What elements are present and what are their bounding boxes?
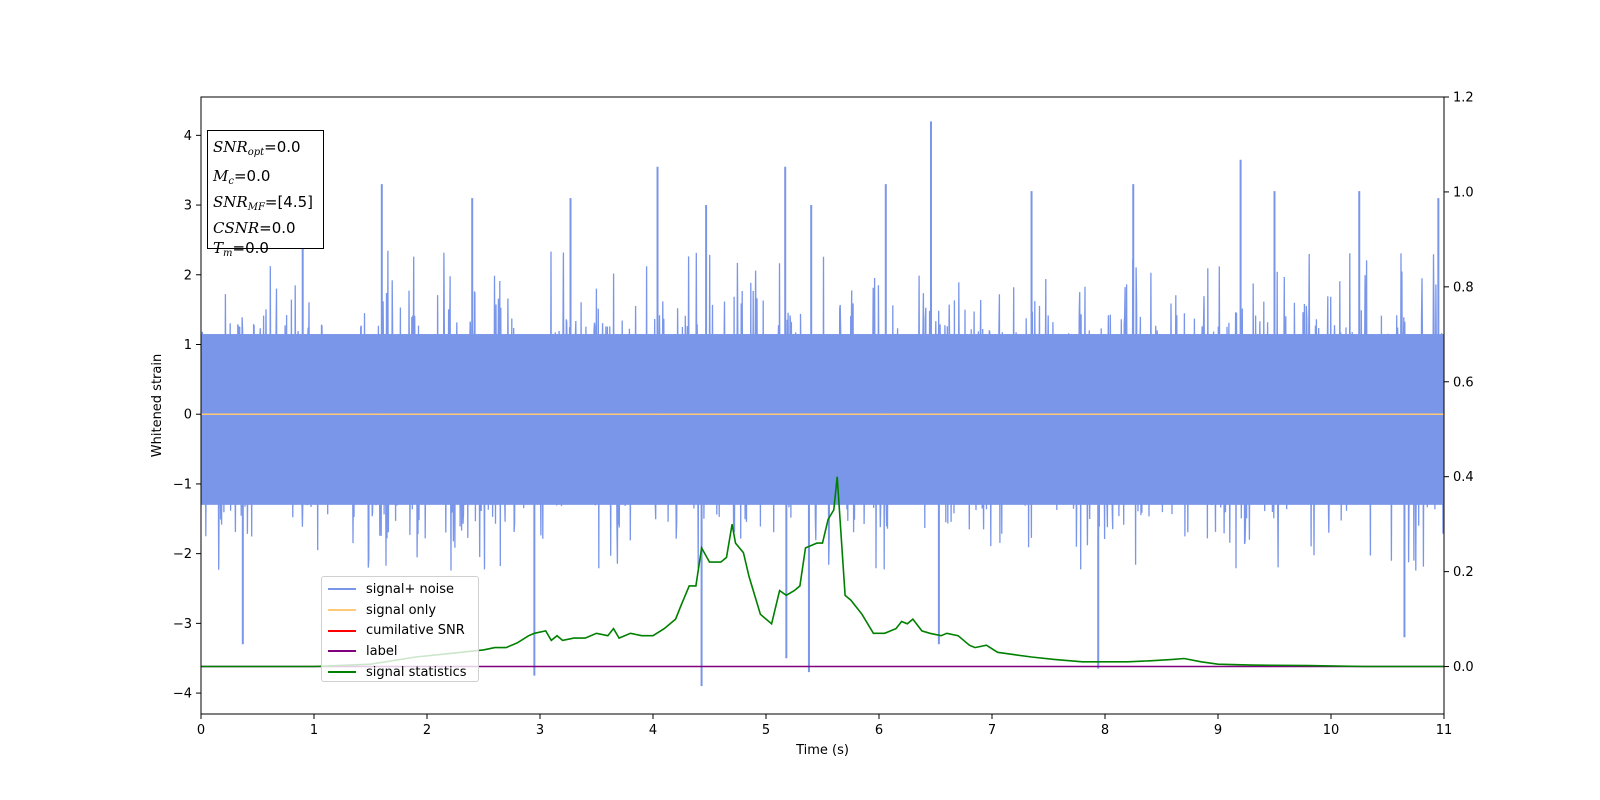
- legend-item-cumulative-snr: cumilative SNR: [328, 620, 478, 641]
- y-tick-label: −2: [173, 547, 192, 562]
- y-tick-label: −3: [173, 617, 192, 632]
- y-tick-label: −1: [173, 477, 192, 492]
- legend-label: cumilative SNR: [366, 623, 465, 639]
- tm-line: Tm=0.0: [213, 239, 269, 259]
- x-tick-label: 11: [1436, 723, 1453, 738]
- series-signal-statistics: [201, 476, 1444, 668]
- legend-item-signal-only: signal only: [328, 600, 478, 621]
- x-tick-label: 7: [988, 723, 996, 738]
- snr-opt-line: SNRopt=0.0: [213, 138, 301, 158]
- legend-swatch: [328, 629, 356, 632]
- csnr-line: CSNR=0.0: [213, 219, 296, 237]
- y-axis-label: Whitened strain: [150, 354, 165, 457]
- legend-swatch: [328, 588, 356, 591]
- snr-info-box: SNRopt=0.0 Mc=0.0 SNRMF=[4.5] CSNR=0.0 T…: [207, 130, 324, 259]
- x-tick-label: 9: [1214, 723, 1222, 738]
- mc-value: =0.0: [233, 167, 271, 185]
- y-tick-label: 2: [184, 268, 192, 283]
- x-tick-label: 2: [423, 723, 431, 738]
- x-tick-label: 10: [1323, 723, 1340, 738]
- legend-item-signal-noise: signal+ noise: [328, 579, 478, 600]
- y-right-tick-label: 0.8: [1453, 280, 1474, 295]
- legend-label: signal only: [366, 602, 437, 618]
- plot-frame: [200, 96, 1445, 715]
- x-tick-label: 1: [310, 723, 318, 738]
- x-tick-label: 4: [649, 723, 657, 738]
- legend-item-label: label: [328, 641, 478, 662]
- y-tick-label: 1: [184, 338, 192, 353]
- y-tick-label: 3: [184, 199, 192, 214]
- csnr-value: =0.0: [259, 219, 296, 237]
- y-right-tick-label: 0.2: [1453, 565, 1474, 580]
- mc-line: Mc=0.0: [213, 167, 271, 187]
- y-right-tick-label: 1.0: [1453, 185, 1474, 200]
- x-tick-label: 8: [1101, 723, 1109, 738]
- legend: signal+ noise signal only cumilative SNR…: [321, 576, 479, 682]
- x-tick-label: 6: [875, 723, 883, 738]
- x-tick-label: 5: [762, 723, 770, 738]
- series-signal-noise-band: [201, 334, 1444, 505]
- snr-mf-line: SNRMF=[4.5]: [213, 193, 314, 213]
- snr-mf-value: =[4.5]: [264, 193, 314, 211]
- x-tick-label: 3: [536, 723, 544, 738]
- legend-swatch: [328, 650, 356, 653]
- x-tick-label: 0: [197, 723, 205, 738]
- y-right-tick-label: 1.2: [1453, 91, 1474, 106]
- legend-item-signal-statistics: signal statistics: [328, 662, 478, 683]
- legend-label: label: [366, 643, 398, 659]
- legend-swatch: [328, 609, 356, 612]
- x-axis-label: Time (s): [795, 743, 849, 758]
- tm-value: =0.0: [232, 239, 269, 257]
- y-tick-label: 0: [184, 408, 192, 423]
- y-right-tick-label: 0.4: [1453, 470, 1474, 485]
- legend-label: signal+ noise: [366, 581, 455, 597]
- y-tick-label: 4: [184, 129, 192, 144]
- legend-swatch: [328, 671, 356, 674]
- legend-label: signal statistics: [366, 664, 467, 680]
- y-right-tick-label: 0.0: [1453, 660, 1474, 675]
- snr-opt-value: =0.0: [264, 138, 301, 156]
- y-right-tick-label: 0.6: [1453, 375, 1474, 390]
- y-tick-label: −4: [173, 687, 192, 702]
